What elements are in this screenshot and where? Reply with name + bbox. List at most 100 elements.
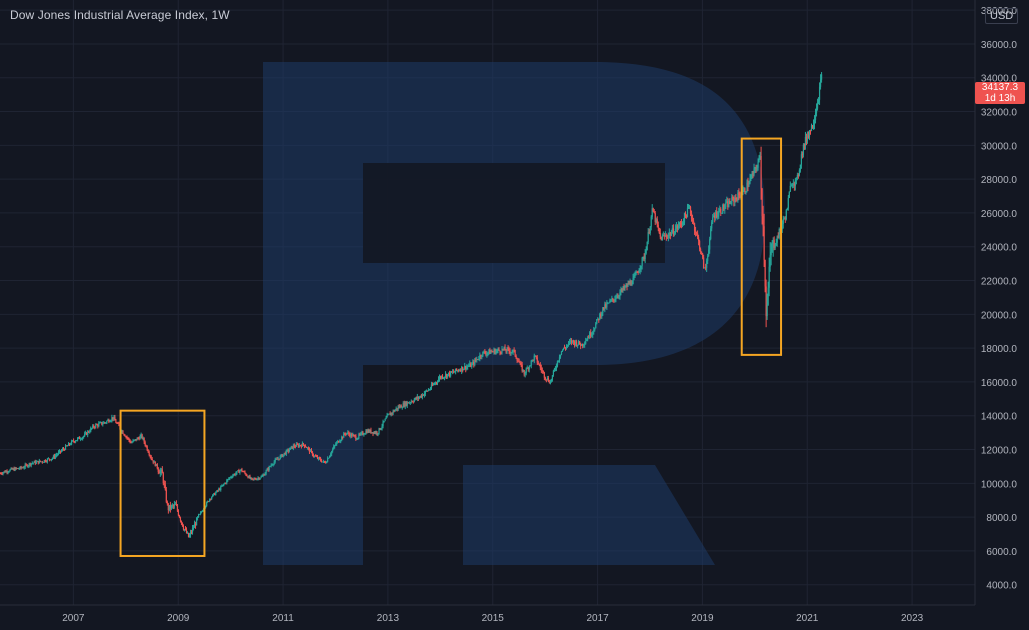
candle-body <box>706 260 708 268</box>
candle-body <box>342 436 344 438</box>
candle-body <box>514 349 516 356</box>
candle-body <box>442 377 445 379</box>
candle-body <box>177 510 180 516</box>
candle-body <box>603 307 605 310</box>
candle-body <box>446 374 449 378</box>
candle-body <box>778 229 780 238</box>
candle-body <box>463 368 465 371</box>
candle-body <box>815 108 818 114</box>
candle-body <box>673 233 675 235</box>
candle-body <box>333 446 335 450</box>
candle-body <box>214 493 216 495</box>
candle-body <box>820 74 823 80</box>
candle-body <box>570 340 573 343</box>
candle-body <box>544 377 546 380</box>
candle-body <box>800 154 803 165</box>
candle-body <box>734 197 736 202</box>
y-tick-label: 4000.0 <box>986 581 1017 592</box>
candle-body <box>253 478 255 480</box>
candle-body <box>550 379 553 382</box>
candle-body <box>196 517 199 519</box>
candle-body <box>146 446 148 451</box>
candle-body <box>34 461 36 464</box>
candle-body <box>212 494 214 497</box>
candle-body <box>433 383 436 385</box>
candle-body <box>757 162 759 168</box>
candle-body <box>228 478 230 480</box>
candle-body <box>266 468 268 471</box>
candle-body <box>170 505 172 509</box>
candle-body <box>73 441 76 443</box>
candle-body <box>15 467 17 469</box>
candle-body <box>465 365 467 370</box>
candle-body <box>708 249 710 256</box>
candle-body <box>159 471 161 474</box>
candle-body <box>711 222 713 229</box>
candle-body <box>713 215 715 218</box>
candle-body <box>245 473 247 476</box>
candle-body <box>135 439 137 441</box>
candle-body <box>89 431 91 433</box>
candle-body <box>30 463 32 466</box>
candle-body <box>175 504 178 506</box>
candle-body <box>182 526 185 530</box>
candle-body <box>290 446 292 448</box>
candle-body <box>90 428 92 432</box>
candle-body <box>140 434 142 437</box>
candle-body <box>26 464 28 467</box>
candle-body <box>148 452 150 456</box>
candle-body <box>480 355 482 357</box>
candle-body <box>259 478 261 480</box>
candle-body <box>638 270 640 273</box>
candle-body <box>344 433 346 435</box>
candle-body <box>814 113 817 121</box>
candle-body <box>383 421 385 422</box>
candle-body <box>12 468 14 470</box>
candle-body <box>39 460 41 462</box>
candle-body <box>679 222 682 224</box>
candle-body <box>325 462 327 464</box>
candle-body <box>77 438 79 441</box>
candle-body <box>382 421 384 427</box>
candle-body <box>573 341 576 345</box>
candle-body <box>768 266 770 288</box>
candle-body <box>86 432 88 435</box>
candle-body <box>816 102 819 109</box>
candle-body <box>608 302 610 304</box>
candle-body <box>46 458 48 462</box>
candle-body <box>644 253 646 259</box>
candle-body <box>552 370 555 376</box>
candle-body <box>692 220 695 224</box>
candle-body <box>702 253 704 258</box>
candle-body <box>155 464 157 466</box>
candle-body <box>503 347 505 350</box>
candle-body <box>271 464 273 466</box>
candle-body <box>747 182 749 187</box>
candle-body <box>110 420 112 422</box>
candle-body <box>370 429 372 433</box>
candle-body <box>798 170 800 176</box>
candle-body <box>495 351 497 354</box>
candle-body <box>568 341 571 343</box>
currency-button[interactable]: USD <box>985 8 1019 24</box>
candle-body <box>512 349 514 352</box>
candle-body <box>126 436 128 438</box>
candle-body <box>14 467 16 471</box>
candle-body <box>582 343 584 346</box>
candle-body <box>201 511 203 513</box>
candle-body <box>58 450 61 453</box>
candle-body <box>744 188 746 193</box>
candle-body <box>64 445 67 450</box>
candle-body <box>556 361 559 367</box>
candle-body <box>521 364 523 372</box>
candle-body <box>167 504 169 511</box>
candle-body <box>730 203 732 205</box>
x-tick-label: 2009 <box>167 613 190 624</box>
candle-body <box>88 431 90 433</box>
candle-body <box>777 236 779 238</box>
y-tick-label: 34000.0 <box>981 74 1018 85</box>
candle-body <box>472 361 474 364</box>
candle-body <box>241 469 243 472</box>
candle-body <box>247 476 249 478</box>
